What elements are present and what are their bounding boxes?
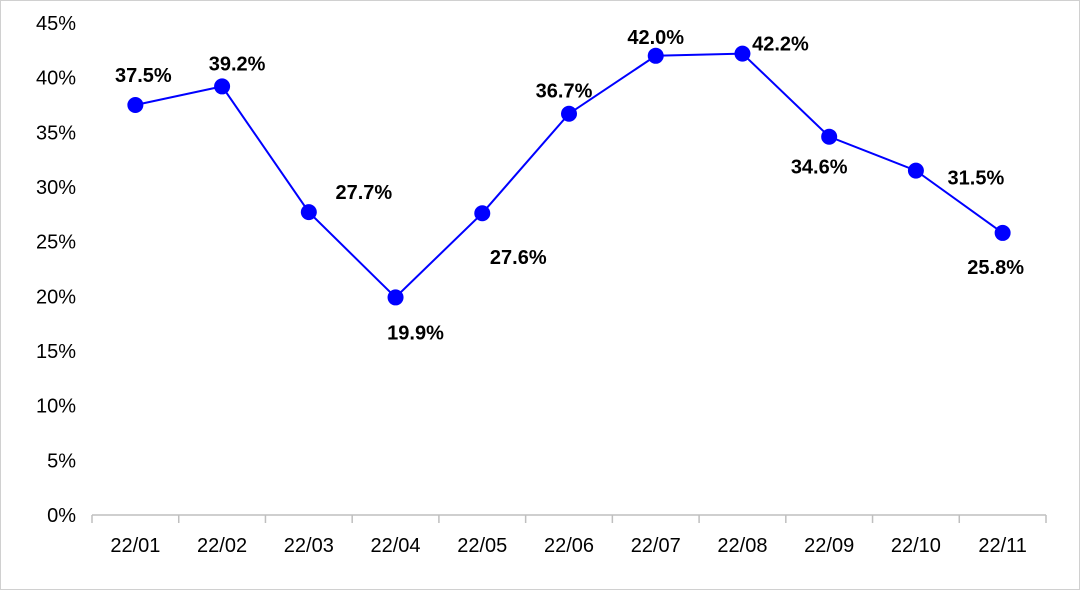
data-point bbox=[994, 224, 1011, 241]
data-point bbox=[300, 204, 317, 221]
y-axis-tick-labels: 0% 5% 10% 15% 20% 25% 30% 35% 40% 45% bbox=[36, 13, 76, 527]
data-label: 42.2% bbox=[752, 34, 809, 56]
data-point bbox=[821, 128, 838, 145]
y-tick-label: 20% bbox=[36, 286, 76, 308]
y-tick-label: 10% bbox=[36, 396, 76, 418]
x-tick-label: 22/01 bbox=[110, 535, 160, 557]
x-tick-label: 22/02 bbox=[197, 535, 247, 557]
x-tick-label: 22/03 bbox=[284, 535, 334, 557]
data-point bbox=[474, 205, 491, 222]
x-tick-label: 22/04 bbox=[371, 535, 421, 557]
x-tick-label: 22/10 bbox=[891, 535, 941, 557]
x-axis-tick-labels: 22/01 22/02 22/03 22/04 22/05 22/06 22/07 22/08… bbox=[110, 535, 1027, 557]
y-tick-label: 5% bbox=[47, 450, 76, 472]
y-tick-label: 0% bbox=[47, 505, 76, 527]
x-tick-label: 22/06 bbox=[544, 535, 594, 557]
x-tick-label: 22/11 bbox=[978, 535, 1027, 557]
data-point bbox=[387, 289, 404, 306]
data-points bbox=[127, 45, 1011, 306]
data-label: 42.0% bbox=[627, 27, 684, 49]
data-point bbox=[214, 78, 231, 95]
data-label: 31.5% bbox=[948, 168, 1005, 190]
data-label: 34.6% bbox=[791, 157, 848, 179]
data-label: 37.5% bbox=[115, 65, 172, 87]
y-tick-label: 15% bbox=[36, 341, 76, 363]
y-tick-label: 40% bbox=[36, 68, 76, 90]
y-tick-label: 30% bbox=[36, 177, 76, 199]
x-axis bbox=[91, 514, 1047, 523]
data-labels: 37.5% 39.2% 27.7% 19.9% 27.6% 36.7% 42.0% 42.2%… bbox=[115, 27, 1024, 345]
x-tick-label: 22/05 bbox=[457, 535, 507, 557]
y-tick-label: 35% bbox=[36, 122, 76, 144]
y-tick-label: 45% bbox=[36, 13, 76, 35]
data-point bbox=[647, 47, 664, 64]
data-point bbox=[907, 162, 924, 179]
x-tick-label: 22/09 bbox=[804, 535, 854, 557]
data-point bbox=[561, 105, 577, 122]
y-tick-label: 25% bbox=[36, 232, 76, 254]
data-label: 25.8% bbox=[967, 257, 1024, 279]
data-point bbox=[127, 97, 144, 113]
data-label: 27.7% bbox=[335, 182, 392, 204]
data-label: 27.6% bbox=[490, 247, 547, 269]
data-label: 39.2% bbox=[209, 53, 266, 75]
x-tick-label: 22/07 bbox=[631, 535, 681, 557]
x-tick-label: 22/08 bbox=[717, 535, 767, 557]
data-label: 19.9% bbox=[387, 322, 444, 344]
data-label: 36.7% bbox=[536, 81, 593, 103]
data-point bbox=[734, 45, 751, 62]
